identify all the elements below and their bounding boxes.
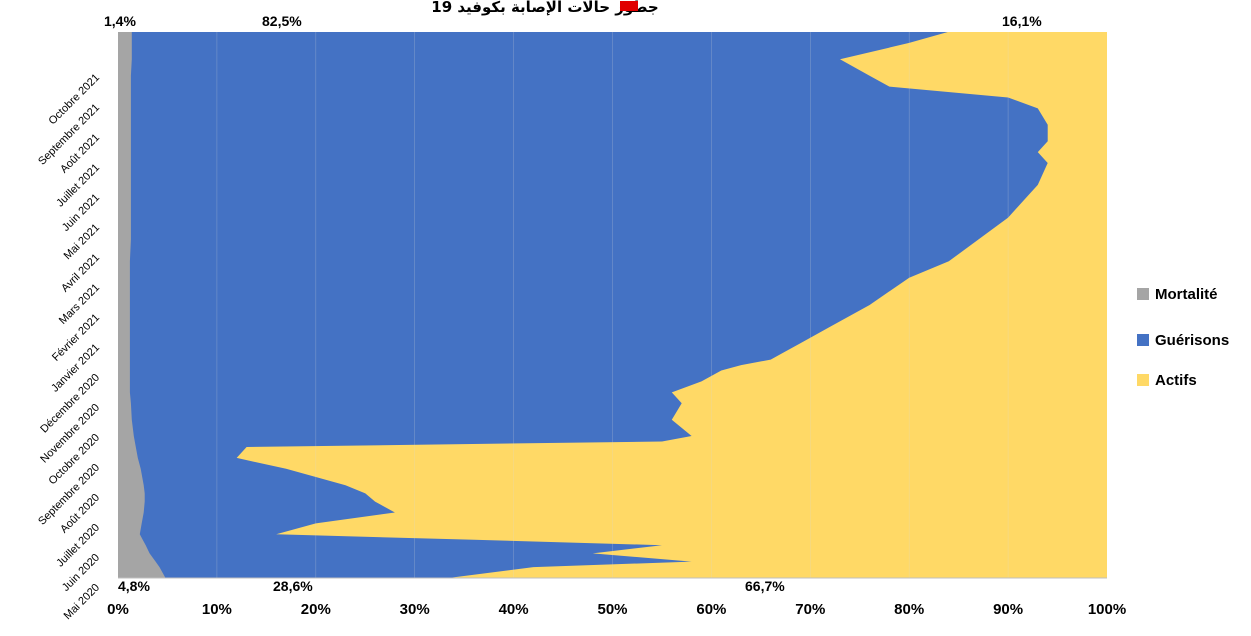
x-tick-label: 0% [107,601,129,618]
legend-swatch-active [1137,374,1149,386]
gridlines [118,32,1107,579]
chart-title: جطور حالات الإصابة بكوفيد 19 [431,0,658,16]
y-tick-label: Octobre 2021 [47,72,103,128]
annotation-bottom-mortality: 4,8% [118,578,150,594]
series-mortalite-area [118,32,166,578]
x-tick-label: 60% [696,601,726,618]
x-axis-ticks: 0% 10% 20% 30% 40% 50% 60% 70% 80% 90% 100% [107,601,1126,618]
x-tick-label: 50% [597,601,627,618]
title-flag-icon [620,1,638,11]
x-tick-label: 80% [894,601,924,618]
legend: Mortalité Guérisons Actifs [1137,286,1229,389]
annotation-top-active: 16,1% [1002,13,1042,29]
x-tick-label: 90% [993,601,1023,618]
legend-label-recovery: Guérisons [1155,332,1229,349]
x-tick-label: 70% [795,601,825,618]
legend-swatch-mortality [1137,288,1149,300]
series-guerisons-area [118,32,1048,578]
x-tick-label: 40% [499,601,529,618]
annotation-top-mortality: 1,4% [104,13,136,29]
legend-label-mortality: Mortalité [1155,286,1218,303]
legend-swatch-recovery [1137,334,1149,346]
annotation-bottom-recovery: 28,6% [273,578,313,594]
x-tick-label: 100% [1088,601,1126,618]
plot-area [118,32,1107,578]
legend-label-active: Actifs [1155,372,1197,389]
x-tick-label: 10% [202,601,232,618]
annotation-bottom-active: 66,7% [745,578,785,594]
x-tick-label: 20% [301,601,331,618]
x-tick-label: 30% [400,601,430,618]
annotation-top-recovery: 82,5% [262,13,302,29]
